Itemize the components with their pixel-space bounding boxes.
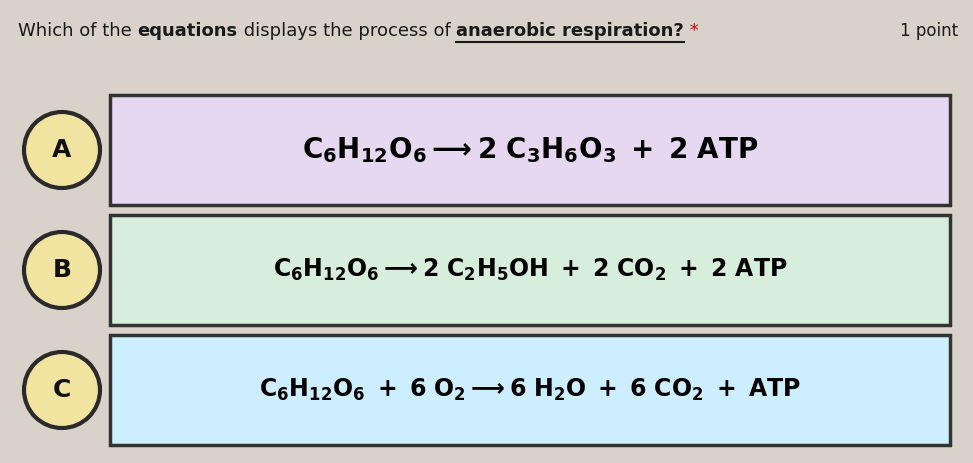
FancyBboxPatch shape bbox=[110, 215, 950, 325]
Circle shape bbox=[24, 352, 100, 428]
Text: equations: equations bbox=[137, 22, 237, 40]
Text: $\mathbf{C_6H_{12}O_6\ +\ 6\ O_2 \longrightarrow 6\ H_2O\ +\ 6\ CO_2\ +\ ATP}$: $\mathbf{C_6H_{12}O_6\ +\ 6\ O_2 \longri… bbox=[259, 377, 801, 403]
Text: displays the process of: displays the process of bbox=[237, 22, 456, 40]
Text: C: C bbox=[53, 378, 71, 402]
Text: anaerobic respiration?: anaerobic respiration? bbox=[456, 22, 684, 40]
Circle shape bbox=[24, 112, 100, 188]
Circle shape bbox=[24, 232, 100, 308]
Text: $\mathbf{C_6H_{12}O_6 \longrightarrow 2\ C_3H_6O_3\ +\ 2\ ATP}$: $\mathbf{C_6H_{12}O_6 \longrightarrow 2\… bbox=[302, 135, 758, 165]
FancyBboxPatch shape bbox=[110, 95, 950, 205]
FancyBboxPatch shape bbox=[110, 335, 950, 445]
Text: $\mathbf{C_6H_{12}O_6 \longrightarrow 2\ C_2H_5OH\ +\ 2\ CO_2\ +\ 2\ ATP}$: $\mathbf{C_6H_{12}O_6 \longrightarrow 2\… bbox=[272, 257, 787, 283]
Text: B: B bbox=[53, 258, 71, 282]
Text: *: * bbox=[684, 22, 699, 40]
Text: Which of the: Which of the bbox=[18, 22, 137, 40]
Text: A: A bbox=[53, 138, 72, 162]
Text: 1 point: 1 point bbox=[900, 22, 958, 40]
